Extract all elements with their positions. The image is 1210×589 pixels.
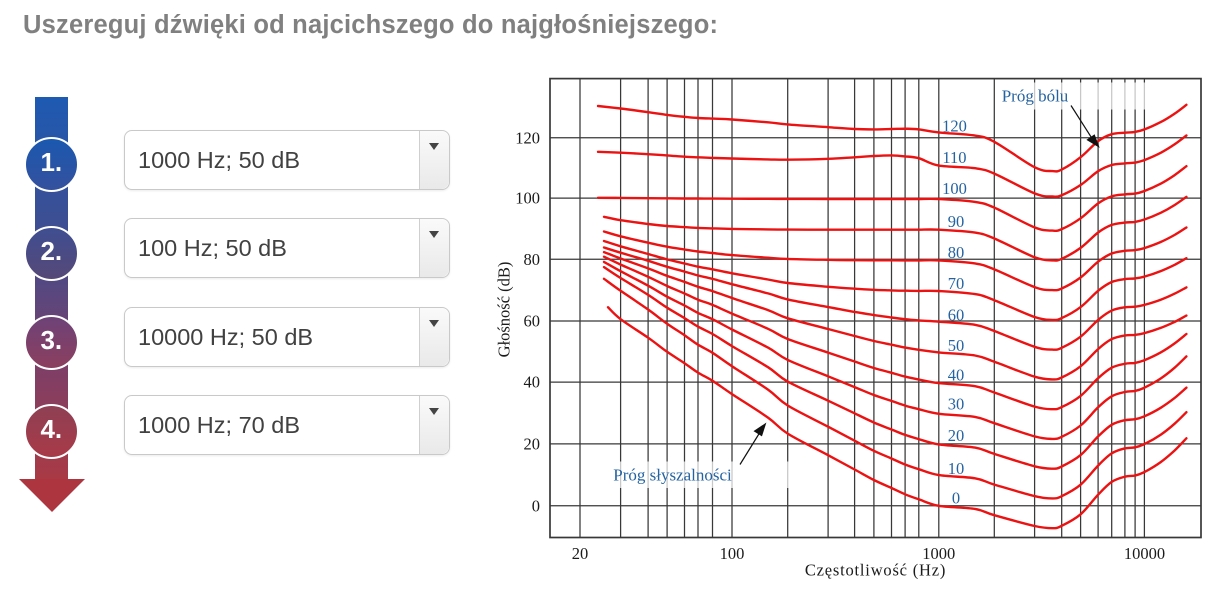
svg-text:80: 80	[948, 243, 965, 262]
svg-text:0: 0	[952, 488, 960, 507]
svg-text:10: 10	[948, 459, 965, 478]
svg-text:20: 20	[572, 544, 589, 563]
svg-text:120: 120	[515, 128, 540, 147]
svg-text:Częstotliwość (Hz): Częstotliwość (Hz)	[805, 561, 946, 580]
svg-text:110: 110	[942, 148, 966, 167]
svg-text:60: 60	[524, 312, 541, 331]
svg-text:90: 90	[948, 212, 965, 231]
svg-text:80: 80	[524, 250, 541, 269]
svg-text:0: 0	[532, 496, 540, 515]
svg-text:50: 50	[948, 336, 965, 355]
svg-text:100: 100	[515, 189, 540, 208]
svg-text:30: 30	[948, 395, 965, 414]
svg-text:100: 100	[720, 544, 745, 563]
svg-text:20: 20	[948, 426, 965, 445]
svg-text:10000: 10000	[1124, 544, 1165, 563]
svg-text:Próg słyszalności: Próg słyszalności	[613, 466, 732, 485]
svg-text:40: 40	[948, 365, 965, 384]
svg-text:Głośność (dB): Głośność (dB)	[495, 262, 514, 358]
svg-text:Próg bólu: Próg bólu	[1002, 87, 1069, 106]
svg-text:1000: 1000	[922, 544, 955, 563]
svg-text:40: 40	[524, 373, 541, 392]
svg-text:20: 20	[524, 435, 541, 454]
svg-text:120: 120	[942, 117, 967, 136]
svg-text:60: 60	[948, 306, 965, 325]
svg-text:100: 100	[942, 179, 967, 198]
svg-text:70: 70	[948, 274, 965, 293]
